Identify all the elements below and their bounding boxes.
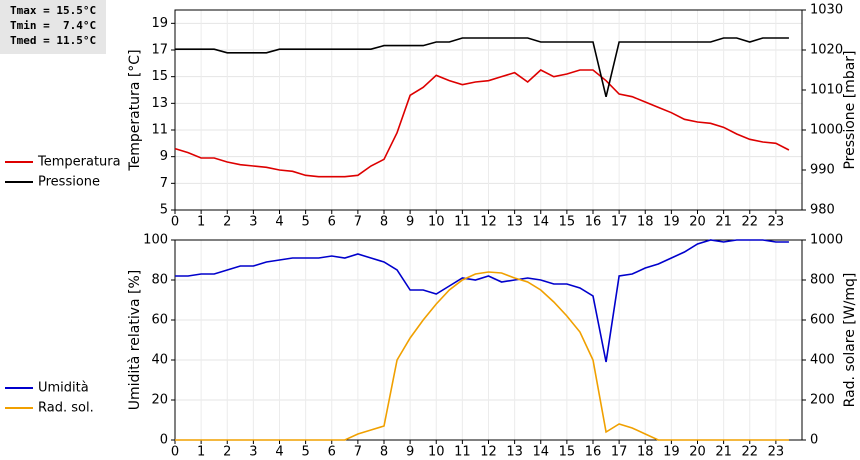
y-tick-label: 20 [151,393,168,408]
y-tick-label: 17 [151,43,168,58]
legend-label: Rad. sol. [38,401,94,416]
x-tick-label: 20 [689,215,706,230]
legend-label: Temperatura [37,155,121,170]
x-tick-label: 5 [301,215,309,230]
x-tick-label: 3 [249,215,257,230]
x-tick-label: 13 [506,215,523,230]
stat-tmax: Tmax = 15.5°C [10,4,96,17]
y-axis-label: Umidità relativa [%] [127,270,143,411]
x-tick-label: 1 [197,445,205,460]
y2-tick-label: 1000 [810,123,843,138]
y2-axis-label: Rad. solare [W/mq] [842,273,858,408]
x-tick-label: 6 [328,445,336,460]
y2-tick-label: 1000 [810,233,843,248]
x-tick-label: 23 [768,215,785,230]
y-tick-label: 13 [151,96,168,111]
x-tick-label: 16 [585,215,602,230]
y2-tick-label: 980 [810,203,835,218]
x-tick-label: 9 [406,215,414,230]
y2-tick-label: 1030 [810,3,843,18]
x-tick-label: 15 [559,445,576,460]
y-tick-label: 80 [151,273,168,288]
y2-tick-label: 800 [810,273,835,288]
y-axis-label: Temperatura [°C] [127,49,143,171]
x-tick-label: 11 [454,215,471,230]
plot-frame [174,9,803,211]
stat-tmed: Tmed = 11.5°C [10,34,96,47]
x-tick-label: 4 [275,445,283,460]
x-tick-label: 1 [197,215,205,230]
series-line [174,69,790,178]
legend-label: Umidità [38,381,89,396]
x-tick-label: 5 [301,445,309,460]
y2-axis-label: Pressione [mbar] [842,50,858,169]
x-tick-label: 18 [637,445,654,460]
x-tick-label: 14 [532,215,549,230]
x-tick-label: 22 [741,215,758,230]
y2-tick-label: 1020 [810,43,843,58]
y-tick-label: 60 [151,313,168,328]
x-tick-label: 21 [715,215,732,230]
x-tick-label: 12 [480,215,497,230]
legend-label: Pressione [38,175,100,190]
x-tick-label: 8 [380,215,388,230]
y2-tick-label: 200 [810,393,835,408]
y-tick-label: 15 [151,69,168,84]
series-line [175,271,789,441]
x-tick-label: 3 [249,445,257,460]
x-tick-label: 18 [637,215,654,230]
x-tick-label: 0 [171,445,179,460]
x-tick-label: 4 [275,215,283,230]
y2-tick-label: 600 [810,313,835,328]
x-tick-label: 19 [663,445,680,460]
y2-tick-label: 1010 [810,83,843,98]
y-tick-label: 5 [160,203,168,218]
x-tick-label: 2 [223,215,231,230]
x-tick-label: 20 [689,445,706,460]
x-tick-label: 6 [328,215,336,230]
x-tick-label: 22 [741,445,758,460]
y2-tick-label: 990 [810,163,835,178]
x-tick-label: 16 [585,445,602,460]
y-tick-label: 100 [143,233,168,248]
y-tick-label: 0 [160,433,168,448]
x-tick-label: 8 [380,445,388,460]
y-tick-label: 7 [160,176,168,191]
stat-tmin: Tmin = 7.4°C [10,19,96,32]
x-tick-label: 19 [663,215,680,230]
x-tick-label: 15 [559,215,576,230]
x-tick-label: 2 [223,445,231,460]
x-tick-label: 17 [611,445,628,460]
x-tick-label: 7 [354,215,362,230]
y-tick-label: 11 [151,123,168,138]
x-tick-label: 7 [354,445,362,460]
x-tick-label: 11 [454,445,471,460]
y-tick-label: 40 [151,353,168,368]
x-tick-label: 9 [406,445,414,460]
y2-tick-label: 400 [810,353,835,368]
x-tick-label: 17 [611,215,628,230]
y-tick-label: 19 [151,16,168,31]
series-line [175,239,789,363]
x-tick-label: 23 [768,445,785,460]
x-tick-label: 12 [480,445,497,460]
series-line [175,37,789,97]
x-tick-label: 0 [171,215,179,230]
x-tick-label: 21 [715,445,732,460]
stats-box [0,0,106,54]
x-tick-label: 10 [428,215,445,230]
y2-tick-label: 0 [810,433,818,448]
x-tick-label: 14 [532,445,549,460]
y-tick-label: 9 [160,149,168,164]
plot-frame [174,239,803,441]
x-tick-label: 10 [428,445,445,460]
x-tick-label: 13 [506,445,523,460]
